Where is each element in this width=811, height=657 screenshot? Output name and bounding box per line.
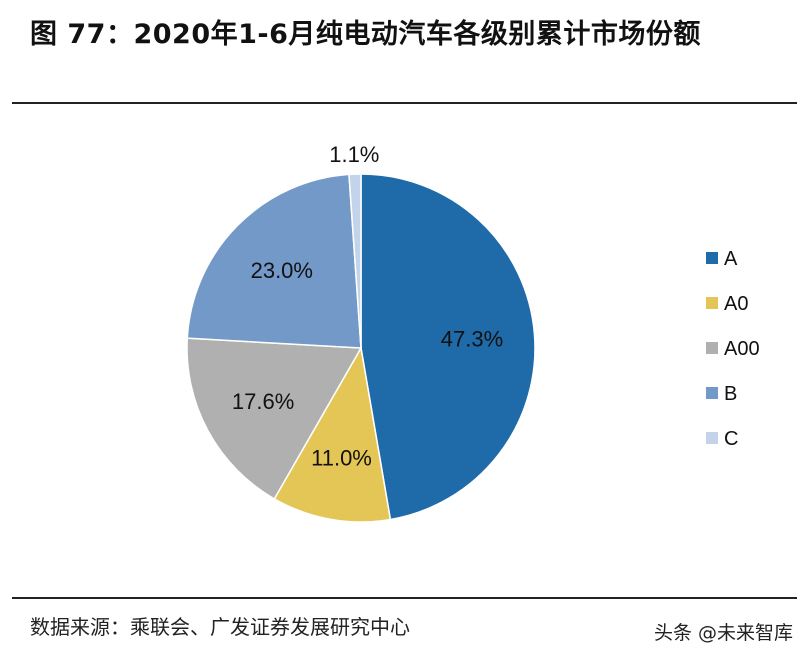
title-divider (12, 102, 797, 104)
legend-item-a00: A00 (706, 338, 760, 360)
legend-item-c: C (706, 428, 738, 450)
source-divider (12, 597, 797, 599)
legend-label-c: C (724, 428, 738, 450)
legend-label-a: A (724, 248, 738, 270)
legend-swatch-a00 (706, 342, 718, 354)
slice-label-a00: 17.6% (232, 389, 294, 414)
pie-slices (186, 173, 536, 523)
legend-swatch-a0 (706, 297, 718, 309)
slice-label-b: 23.0% (251, 258, 313, 283)
source-note: 数据来源：乘联会、广发证券发展研究中心 (30, 615, 410, 639)
watermark: 头条 @未来智库 (653, 622, 793, 644)
legend-swatch-a (706, 252, 718, 264)
pie-slice-c (348, 173, 362, 349)
legend-item-a0: A0 (706, 293, 748, 315)
legend-item-a: A (706, 248, 738, 270)
slice-label-c: 1.1% (329, 142, 379, 167)
chart-title: 图 77：2020年1-6月纯电动汽车各级别累计市场份额 (30, 19, 701, 50)
legend-label-a00: A00 (724, 338, 760, 360)
pie-slice-b (186, 173, 362, 349)
legend-swatch-b (706, 387, 718, 399)
legend-label-b: B (724, 383, 737, 405)
pie-slice-a00 (186, 337, 363, 500)
slice-label-a0: 11.0% (311, 446, 372, 471)
slice-label-a: 47.3% (441, 327, 503, 352)
legend-item-b: B (706, 383, 737, 405)
legend: A A0 A00 B C (706, 248, 760, 450)
pie-slice-a0 (273, 345, 392, 523)
legend-label-a0: A0 (724, 293, 748, 315)
pie-labels: 47.3% 11.0% 17.6% 23.0% 1.1% (232, 142, 503, 471)
pie-slice-a (360, 173, 536, 521)
legend-swatch-c (706, 432, 718, 444)
